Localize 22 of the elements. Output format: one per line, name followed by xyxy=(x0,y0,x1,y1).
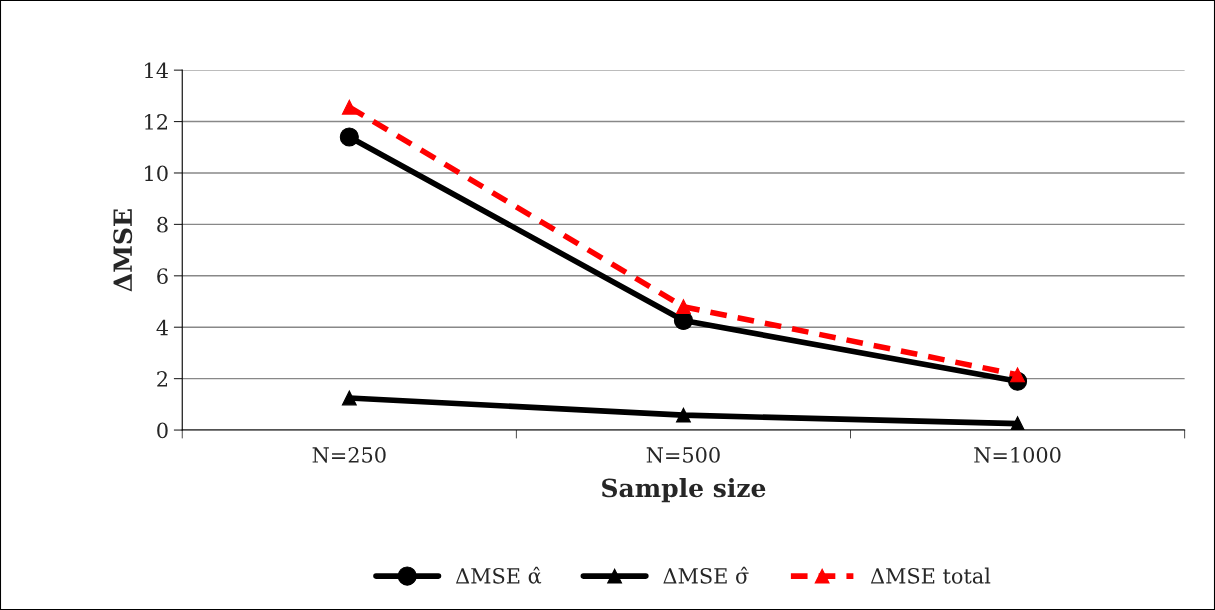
x-tick-label: N=1000 xyxy=(974,447,1061,463)
x-tick-label: N=250 xyxy=(312,447,386,463)
y-tick-label: 6 xyxy=(157,268,168,285)
y-tick-label: 8 xyxy=(157,216,168,233)
y-tick-label: 2 xyxy=(157,371,168,387)
legend-label: ΔMSE σ̂ xyxy=(663,566,749,584)
x-axis-title: Sample size xyxy=(602,477,766,503)
legend-label: ΔMSE total xyxy=(870,567,991,584)
point xyxy=(341,99,357,115)
point xyxy=(1010,367,1026,383)
point xyxy=(675,299,691,315)
legend-label: ΔMSE α̂ xyxy=(455,566,542,584)
y-tick-label: 14 xyxy=(145,62,169,79)
point xyxy=(339,127,359,147)
point xyxy=(341,390,357,406)
y-tick-label: 0 xyxy=(157,422,168,439)
y-tick-label: 4 xyxy=(156,319,169,336)
x-tick-label: N=500 xyxy=(646,447,720,463)
y-tick-label: 12 xyxy=(145,114,168,130)
point xyxy=(675,407,691,423)
y-axis-title: ΔMSE xyxy=(113,209,133,292)
y-tick-label: 10 xyxy=(145,165,168,182)
